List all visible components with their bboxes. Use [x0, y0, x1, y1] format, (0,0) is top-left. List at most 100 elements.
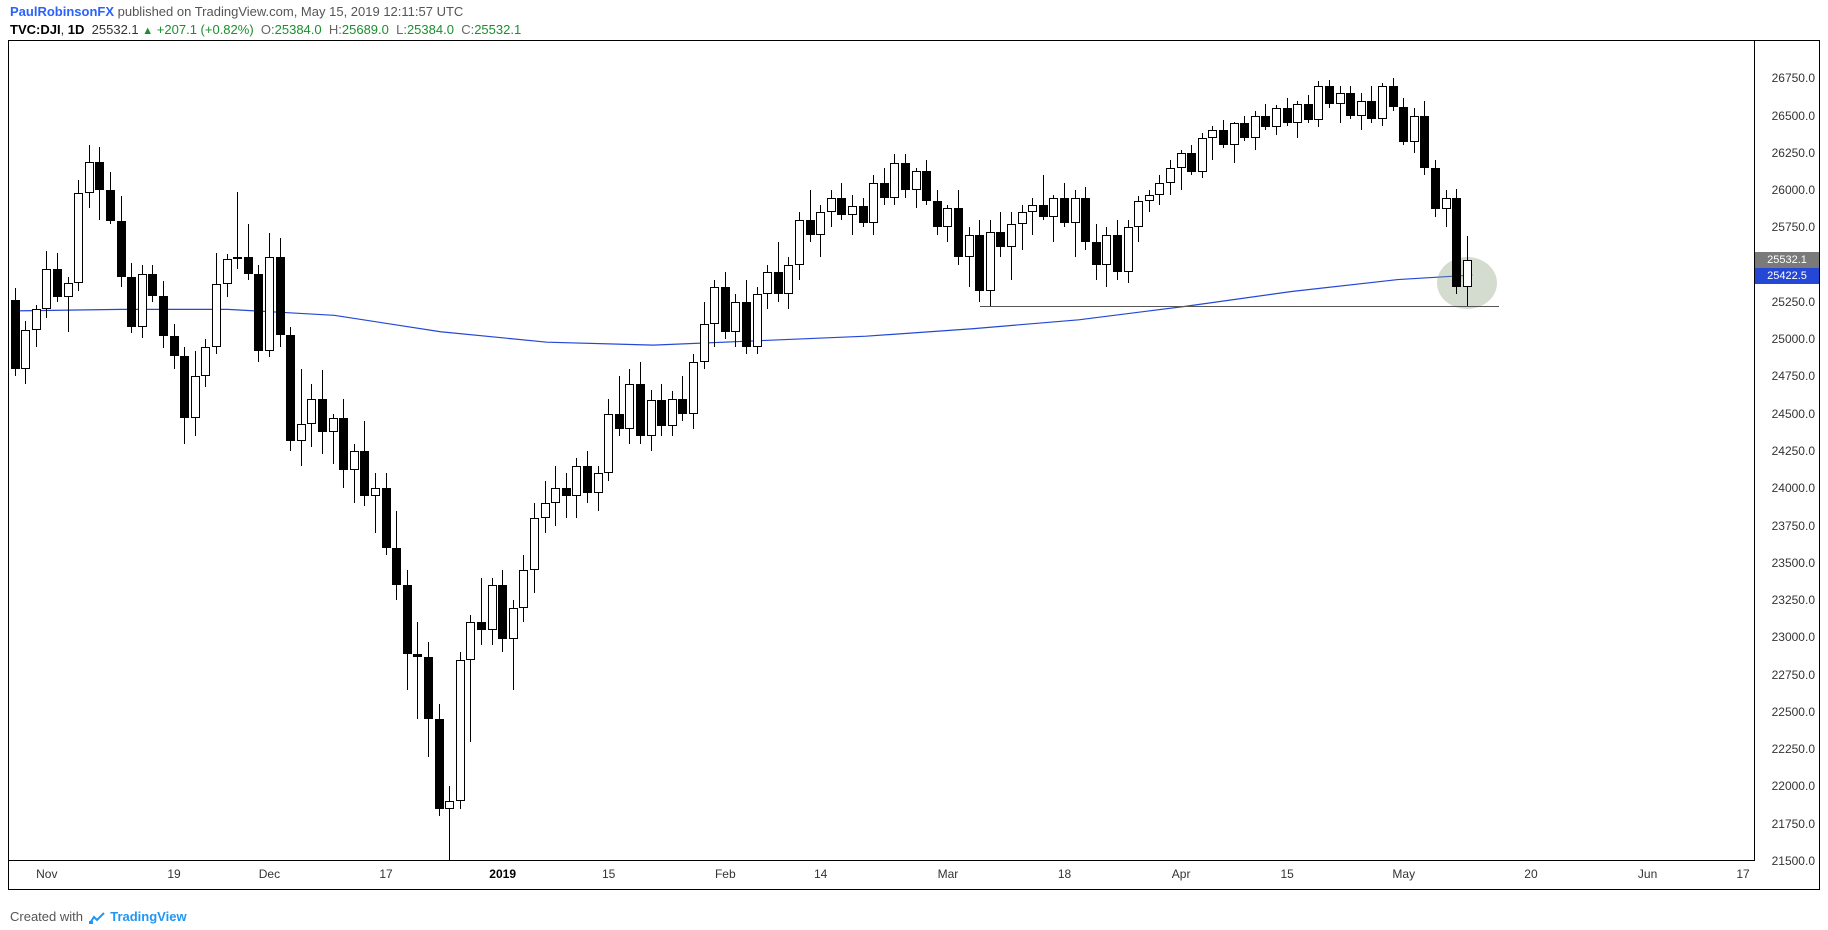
- candle: [403, 41, 412, 861]
- price-axis-tick: 25000.0: [1772, 332, 1815, 346]
- candle: [32, 41, 41, 861]
- candle: [1399, 41, 1408, 861]
- candle: [1124, 41, 1133, 861]
- chart-container[interactable]: 26951.8 26750.026500.026250.026000.02575…: [8, 40, 1820, 890]
- candle: [1452, 41, 1461, 861]
- price-axis-tick: 22500.0: [1772, 705, 1815, 719]
- candle: [710, 41, 719, 861]
- candle: [1081, 41, 1090, 861]
- time-axis-tick: 17: [1736, 867, 1749, 881]
- price-axis-tick: 24750.0: [1772, 369, 1815, 383]
- candle: [74, 41, 83, 861]
- candle: [1463, 41, 1472, 861]
- candle: [329, 41, 338, 861]
- candle: [657, 41, 666, 861]
- candle: [445, 41, 454, 861]
- footer-prefix: Created with: [10, 909, 87, 924]
- price-axis-tick: 24250.0: [1772, 444, 1815, 458]
- candle: [360, 41, 369, 861]
- candle: [1208, 41, 1217, 861]
- footer-attribution: Created with TradingView: [10, 909, 187, 924]
- price-axis-tick: 24500.0: [1772, 407, 1815, 421]
- candle: [1367, 41, 1376, 861]
- candle: [1102, 41, 1111, 861]
- candle: [488, 41, 497, 861]
- price-axis-tick: 25750.0: [1772, 220, 1815, 234]
- candle: [339, 41, 348, 861]
- candle: [180, 41, 189, 861]
- publish-meta: published on TradingView.com, May 15, 20…: [114, 4, 463, 19]
- candle: [933, 41, 942, 861]
- price-axis-tick: 22750.0: [1772, 668, 1815, 682]
- candle: [212, 41, 221, 861]
- candle: [392, 41, 401, 861]
- candle: [244, 41, 253, 861]
- candle: [254, 41, 263, 861]
- candle: [1028, 41, 1037, 861]
- time-axis-tick: Apr: [1172, 867, 1191, 881]
- time-axis-tick: Nov: [36, 867, 57, 881]
- candle: [689, 41, 698, 861]
- time-axis-tick: Dec: [259, 867, 280, 881]
- price-axis-tick: 24000.0: [1772, 481, 1815, 495]
- price-axis[interactable]: 26750.026500.026250.026000.025750.025500…: [1754, 41, 1819, 861]
- time-axis-tick: May: [1392, 867, 1415, 881]
- candle: [901, 41, 910, 861]
- candle: [307, 41, 316, 861]
- candle: [1092, 41, 1101, 861]
- candle: [615, 41, 624, 861]
- candle: [223, 41, 232, 861]
- ohlc-bar: TVC:DJI, 1D 25532.1 ▲ +207.1 (+0.82%) O:…: [10, 22, 521, 37]
- candle: [890, 41, 899, 861]
- candle: [371, 41, 380, 861]
- tradingview-logo-icon: [89, 912, 105, 924]
- low-label: L:: [396, 22, 407, 37]
- candle: [572, 41, 581, 861]
- candle: [869, 41, 878, 861]
- change-pct: (+0.82%): [201, 22, 254, 37]
- candle: [413, 41, 422, 861]
- candle: [1389, 41, 1398, 861]
- candle: [159, 41, 168, 861]
- candle: [678, 41, 687, 861]
- candle: [922, 41, 931, 861]
- price-axis-tick: 23000.0: [1772, 630, 1815, 644]
- candle: [191, 41, 200, 861]
- candle: [1240, 41, 1249, 861]
- price-axis-tick: 26500.0: [1772, 109, 1815, 123]
- candle: [1336, 41, 1345, 861]
- price-axis-tick: 23500.0: [1772, 556, 1815, 570]
- time-axis-tick: Jun: [1638, 867, 1657, 881]
- candle: [138, 41, 147, 861]
- candle: [996, 41, 1005, 861]
- candle: [1378, 41, 1387, 861]
- candle: [827, 41, 836, 861]
- candle: [456, 41, 465, 861]
- time-axis-tick: 18: [1058, 867, 1071, 881]
- candle: [1071, 41, 1080, 861]
- candle: [1134, 41, 1143, 861]
- candle: [1113, 41, 1122, 861]
- price-axis-tick: 21500.0: [1772, 854, 1815, 868]
- candle: [1060, 41, 1069, 861]
- time-axis[interactable]: Nov19Dec17201915Feb14Mar18Apr15May20Jun1…: [9, 860, 1755, 889]
- timeframe-label: 1D: [68, 22, 85, 37]
- candle: [1357, 41, 1366, 861]
- price-axis-tick: 26250.0: [1772, 146, 1815, 160]
- candle: [1251, 41, 1260, 861]
- candle: [1272, 41, 1281, 861]
- candle: [1314, 41, 1323, 861]
- candle: [127, 41, 136, 861]
- candle: [1442, 41, 1451, 861]
- chart-plot-area[interactable]: [9, 41, 1755, 861]
- candle: [1219, 41, 1228, 861]
- price-axis-tick: 21750.0: [1772, 817, 1815, 831]
- price-axis-last-label: 25532.1: [1755, 252, 1819, 268]
- candle: [201, 41, 210, 861]
- open-label: O:: [261, 22, 275, 37]
- candle: [816, 41, 825, 861]
- symbol-ticker: TVC:DJI: [10, 22, 61, 37]
- price-axis-ma-label: 25422.5: [1755, 268, 1819, 284]
- candle: [95, 41, 104, 861]
- candle: [1431, 41, 1440, 861]
